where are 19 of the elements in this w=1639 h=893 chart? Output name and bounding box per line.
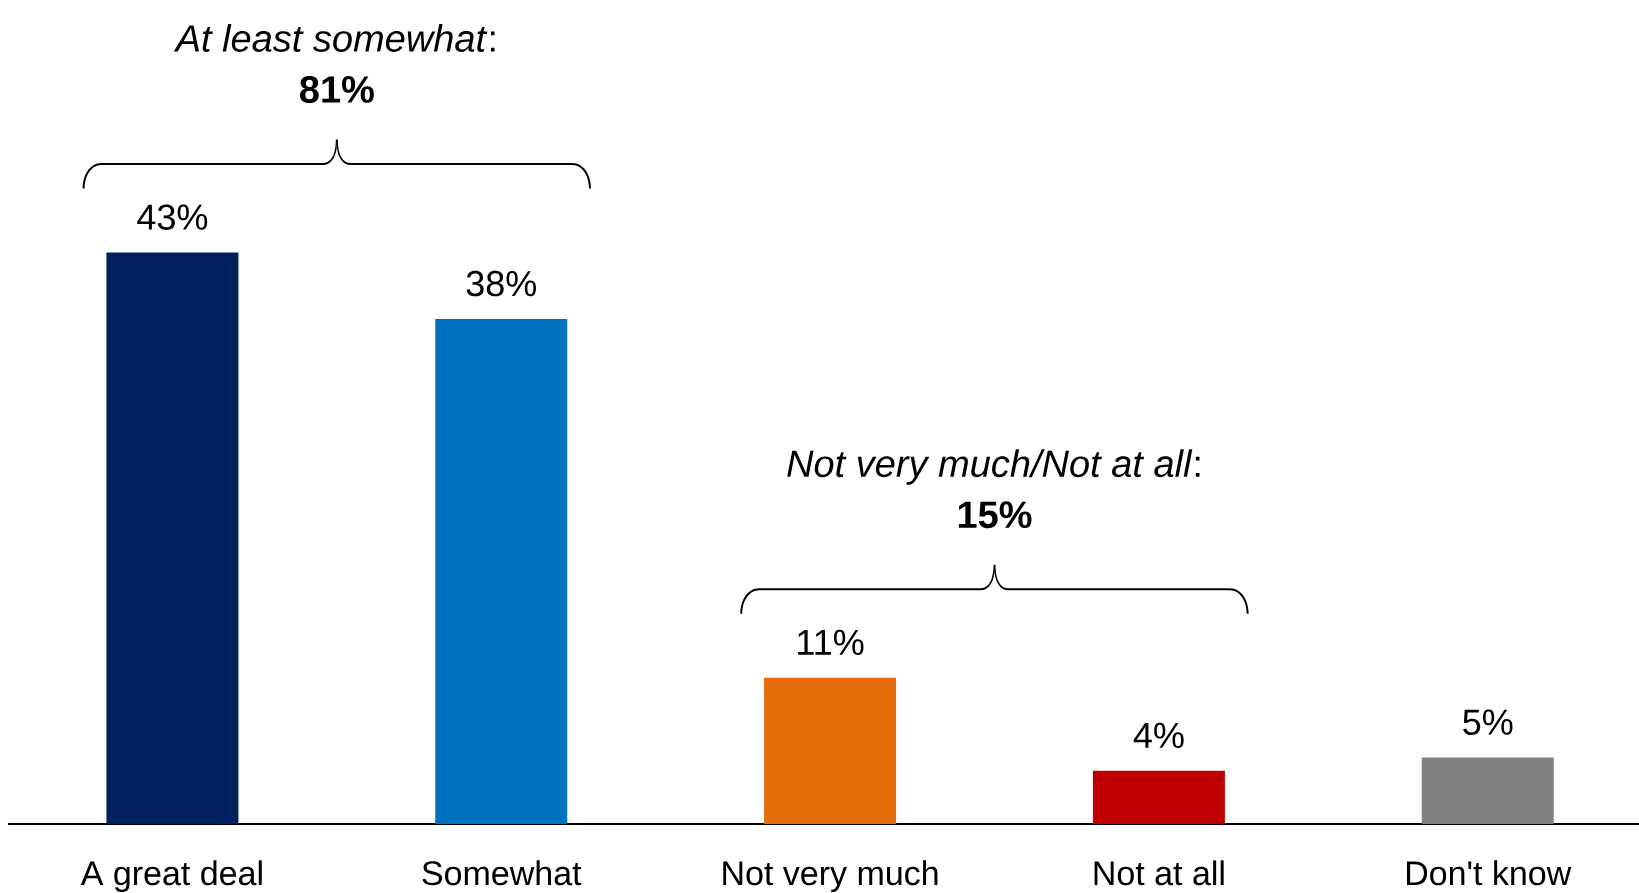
bar xyxy=(435,319,568,824)
bar xyxy=(764,677,897,824)
data-label: 4% xyxy=(1133,722,1184,749)
data-label: 43% xyxy=(137,204,208,230)
data-label: 38% xyxy=(466,270,536,297)
data-label: 11% xyxy=(798,629,864,656)
annotation: 15% xyxy=(958,501,1032,529)
data-label: 5% xyxy=(1463,709,1513,735)
annotation: Not very much/Not at all: xyxy=(787,449,1200,485)
x-tick-label: A great deal xyxy=(80,860,262,893)
x-tick-label: Somewhat xyxy=(422,860,582,886)
bar xyxy=(1421,757,1554,824)
text: 81% xyxy=(300,76,374,103)
bar xyxy=(1092,770,1225,824)
bar xyxy=(106,252,239,824)
text: At least somewhat: xyxy=(173,24,495,52)
x-tick-label: Not at all xyxy=(1094,860,1224,886)
x-tick-label: Don't know xyxy=(1406,860,1572,886)
x-tick-label: Not very much xyxy=(723,860,938,893)
